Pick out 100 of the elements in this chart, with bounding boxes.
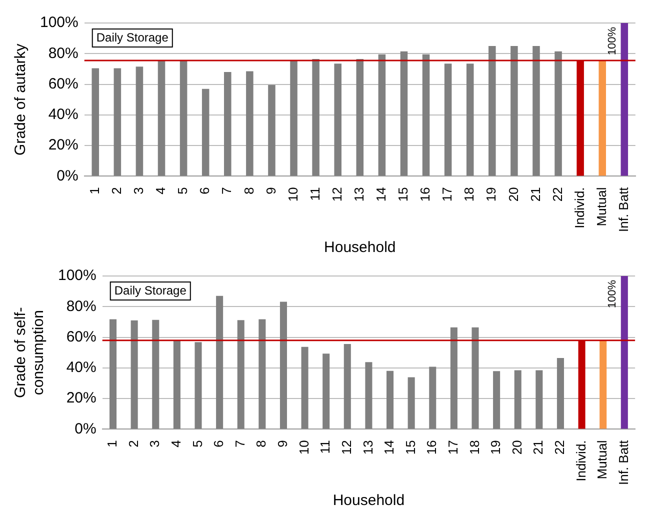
x-tick-label: 5 xyxy=(190,440,205,448)
bar xyxy=(510,46,518,176)
bar xyxy=(466,64,474,176)
x-tick-label: 20 xyxy=(506,187,521,202)
y-tick-label: 20% xyxy=(66,390,96,407)
x-tick-label: 5 xyxy=(175,187,190,194)
bar xyxy=(536,370,543,429)
x-tick-label: 9 xyxy=(275,440,290,448)
bar xyxy=(301,346,308,429)
y-tick-label: 80% xyxy=(66,298,96,315)
x-tick-label: 21 xyxy=(528,187,543,202)
x-tick-label: 4 xyxy=(168,440,184,448)
bar xyxy=(136,66,144,176)
bar xyxy=(554,51,562,176)
x-tick-label: 11 xyxy=(307,187,322,201)
y-tick-label: 100% xyxy=(40,14,78,32)
x-tick-label: 19 xyxy=(484,187,499,202)
x-tick-label: Mutual xyxy=(594,440,610,480)
x-tick-label: 22 xyxy=(550,187,565,202)
x-tick-label: 10 xyxy=(296,440,312,455)
x-tick-label: 1 xyxy=(104,440,120,448)
x-tick-label: 21 xyxy=(530,440,546,455)
y-tick-label: 100% xyxy=(58,267,96,284)
x-tick-label: 22 xyxy=(552,440,568,455)
x-tick-label: 16 xyxy=(418,187,433,202)
bar xyxy=(334,64,342,176)
bar xyxy=(114,68,122,176)
x-tick-label: 15 xyxy=(396,187,411,202)
y-tick-label: 40% xyxy=(66,359,96,376)
bar xyxy=(246,71,254,176)
x-tick-label: 10 xyxy=(285,187,300,202)
bar xyxy=(152,320,160,429)
bar xyxy=(472,327,479,429)
x-tick-label: 12 xyxy=(338,440,354,455)
bar xyxy=(312,59,320,176)
bar xyxy=(620,276,628,429)
x-tick-label: 6 xyxy=(197,187,212,194)
x-tick-label: 11 xyxy=(318,440,333,454)
x-tick-label: 4 xyxy=(153,187,168,194)
bar xyxy=(130,320,138,429)
bar xyxy=(532,46,540,176)
y-tick-label: 0% xyxy=(56,167,78,184)
x-tick-label: Inf. Batt xyxy=(616,440,631,486)
bar xyxy=(493,371,500,429)
bar xyxy=(556,358,564,429)
bar xyxy=(598,60,606,176)
x-tick-label: 8 xyxy=(254,440,269,448)
bar xyxy=(408,377,415,429)
x-tick-label: 18 xyxy=(462,187,477,202)
x-tick-label: 20 xyxy=(509,440,524,455)
bar xyxy=(290,60,298,176)
bar xyxy=(216,296,224,429)
x-tick-label: Inf. Batt xyxy=(616,186,631,232)
x-tick-label: 17 xyxy=(446,440,461,455)
y-tick-label: 80% xyxy=(48,44,78,62)
bar xyxy=(92,68,100,176)
bar xyxy=(268,85,276,176)
x-tick-label: 9 xyxy=(263,187,278,194)
x-tick-label: 14 xyxy=(374,187,389,202)
y-tick-label: 60% xyxy=(66,328,96,346)
x-tick-label: 19 xyxy=(488,440,504,455)
x-tick-label: 7 xyxy=(219,187,234,194)
data-label: 100% xyxy=(606,26,618,56)
bar xyxy=(173,340,180,429)
bar xyxy=(158,60,166,176)
annotation: Daily Storage xyxy=(114,283,187,298)
bar xyxy=(202,88,210,176)
y-tick-label: 60% xyxy=(48,75,78,92)
bar xyxy=(620,23,628,176)
x-tick-label: Individ. xyxy=(572,187,587,228)
bar xyxy=(356,59,364,176)
x-tick-label: 2 xyxy=(126,440,141,448)
y-tick-label: 20% xyxy=(48,136,78,154)
bar xyxy=(280,302,287,429)
bar xyxy=(180,60,188,176)
bar xyxy=(110,319,117,429)
bar xyxy=(322,354,330,429)
bar xyxy=(444,64,452,176)
bar xyxy=(194,342,202,429)
x-axis-title: Household xyxy=(324,239,396,256)
x-tick-label: 3 xyxy=(131,187,146,194)
bar xyxy=(365,362,372,429)
bar xyxy=(344,344,351,429)
x-tick-label: 14 xyxy=(382,440,397,455)
x-tick-label: 15 xyxy=(402,440,418,455)
x-tick-label: Individ. xyxy=(573,440,588,482)
x-tick-label: 12 xyxy=(329,187,344,202)
bar xyxy=(488,46,496,176)
x-tick-label: 1 xyxy=(86,187,102,194)
y-axis-title: Grade of self- consumption xyxy=(12,307,48,398)
data-label: 100% xyxy=(606,280,618,308)
bar xyxy=(429,366,436,429)
bar xyxy=(258,319,266,429)
bar xyxy=(514,370,522,429)
x-tick-label: 16 xyxy=(424,440,440,455)
x-tick-label: 3 xyxy=(147,440,162,448)
x-tick-label: 8 xyxy=(241,187,256,194)
bar xyxy=(600,340,607,429)
y-tick-label: 0% xyxy=(74,420,96,438)
x-tick-label: 2 xyxy=(109,187,124,194)
